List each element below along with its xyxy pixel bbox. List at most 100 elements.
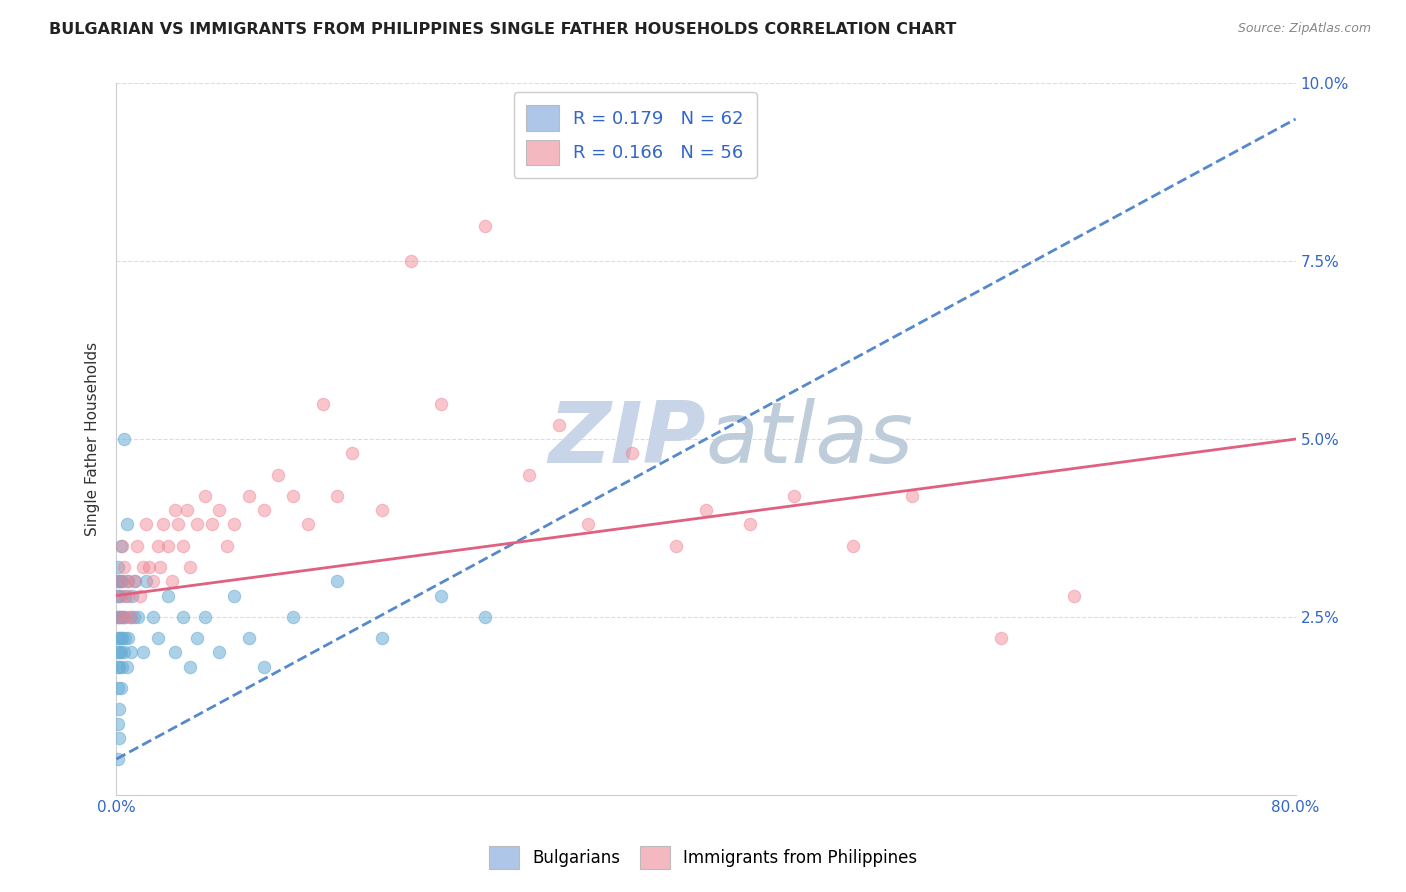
Point (224, 589, 246, 603)
Point (117, 631, 139, 645)
Point (108, 645, 131, 659)
Point (238, 631, 260, 645)
Point (208, 503, 231, 517)
Point (114, 631, 136, 645)
Point (108, 631, 131, 645)
Point (172, 539, 194, 553)
Point (112, 610, 135, 624)
Point (326, 489, 349, 503)
Point (107, 610, 129, 624)
Point (115, 517, 138, 532)
Point (138, 560, 160, 574)
Point (1063, 589, 1085, 603)
Point (576, 517, 599, 532)
Point (474, 610, 496, 624)
Point (194, 489, 217, 503)
Point (115, 574, 138, 589)
Point (107, 716, 129, 731)
Point (172, 610, 194, 624)
Legend: R = 0.179   N = 62, R = 0.166   N = 56: R = 0.179 N = 62, R = 0.166 N = 56 (513, 93, 756, 178)
Point (311, 396, 333, 410)
Text: BULGARIAN VS IMMIGRANTS FROM PHILIPPINES SINGLE FATHER HOUSEHOLDS CORRELATION CH: BULGARIAN VS IMMIGRANTS FROM PHILIPPINES… (49, 22, 956, 37)
Point (107, 645, 129, 659)
Point (107, 659, 129, 673)
Point (132, 645, 155, 659)
Point (429, 589, 451, 603)
Point (118, 610, 141, 624)
Point (110, 589, 132, 603)
Point (253, 503, 276, 517)
Point (111, 574, 134, 589)
Point (127, 610, 149, 624)
Point (370, 631, 392, 645)
Point (740, 517, 762, 532)
Point (142, 574, 165, 589)
Point (156, 589, 179, 603)
Point (110, 610, 132, 624)
Point (107, 752, 129, 766)
Point (149, 560, 172, 574)
Point (901, 489, 924, 503)
Point (156, 539, 179, 553)
Point (146, 631, 169, 645)
Text: atlas: atlas (706, 398, 914, 481)
Point (297, 517, 319, 532)
Point (215, 539, 238, 553)
Point (107, 631, 129, 645)
Point (107, 589, 129, 603)
Point (110, 681, 132, 695)
Point (122, 610, 145, 624)
Point (117, 574, 139, 589)
Point (124, 574, 146, 589)
Point (783, 489, 806, 503)
Point (224, 517, 246, 532)
Point (238, 489, 260, 503)
Point (179, 560, 201, 574)
Point (108, 610, 131, 624)
Point (267, 467, 290, 482)
Point (326, 574, 349, 589)
Point (474, 219, 496, 233)
Point (111, 610, 134, 624)
Point (208, 645, 231, 659)
Point (842, 539, 865, 553)
Point (201, 517, 224, 532)
Point (110, 539, 132, 553)
Point (283, 489, 305, 503)
Point (340, 446, 363, 460)
Point (120, 645, 142, 659)
Point (162, 574, 184, 589)
Point (429, 396, 451, 410)
Point (112, 432, 135, 446)
Point (114, 610, 136, 624)
Point (112, 560, 135, 574)
Point (399, 254, 422, 268)
Point (122, 574, 145, 589)
Point (107, 560, 129, 574)
Point (111, 539, 134, 553)
Point (107, 681, 129, 695)
Point (125, 539, 148, 553)
Point (108, 731, 131, 745)
Point (165, 645, 187, 659)
Point (253, 659, 276, 673)
Text: Source: ZipAtlas.com: Source: ZipAtlas.com (1237, 22, 1371, 36)
Point (117, 589, 139, 603)
Point (370, 503, 392, 517)
Point (165, 503, 187, 517)
Point (186, 631, 208, 645)
Point (111, 631, 134, 645)
Point (990, 631, 1012, 645)
Point (110, 574, 132, 589)
Point (107, 610, 129, 624)
Point (517, 467, 540, 482)
Point (152, 517, 174, 532)
Point (179, 659, 201, 673)
Point (108, 659, 131, 673)
Point (176, 503, 198, 517)
Point (695, 503, 717, 517)
Point (167, 517, 190, 532)
Point (135, 574, 157, 589)
Point (621, 446, 644, 460)
Point (110, 645, 132, 659)
